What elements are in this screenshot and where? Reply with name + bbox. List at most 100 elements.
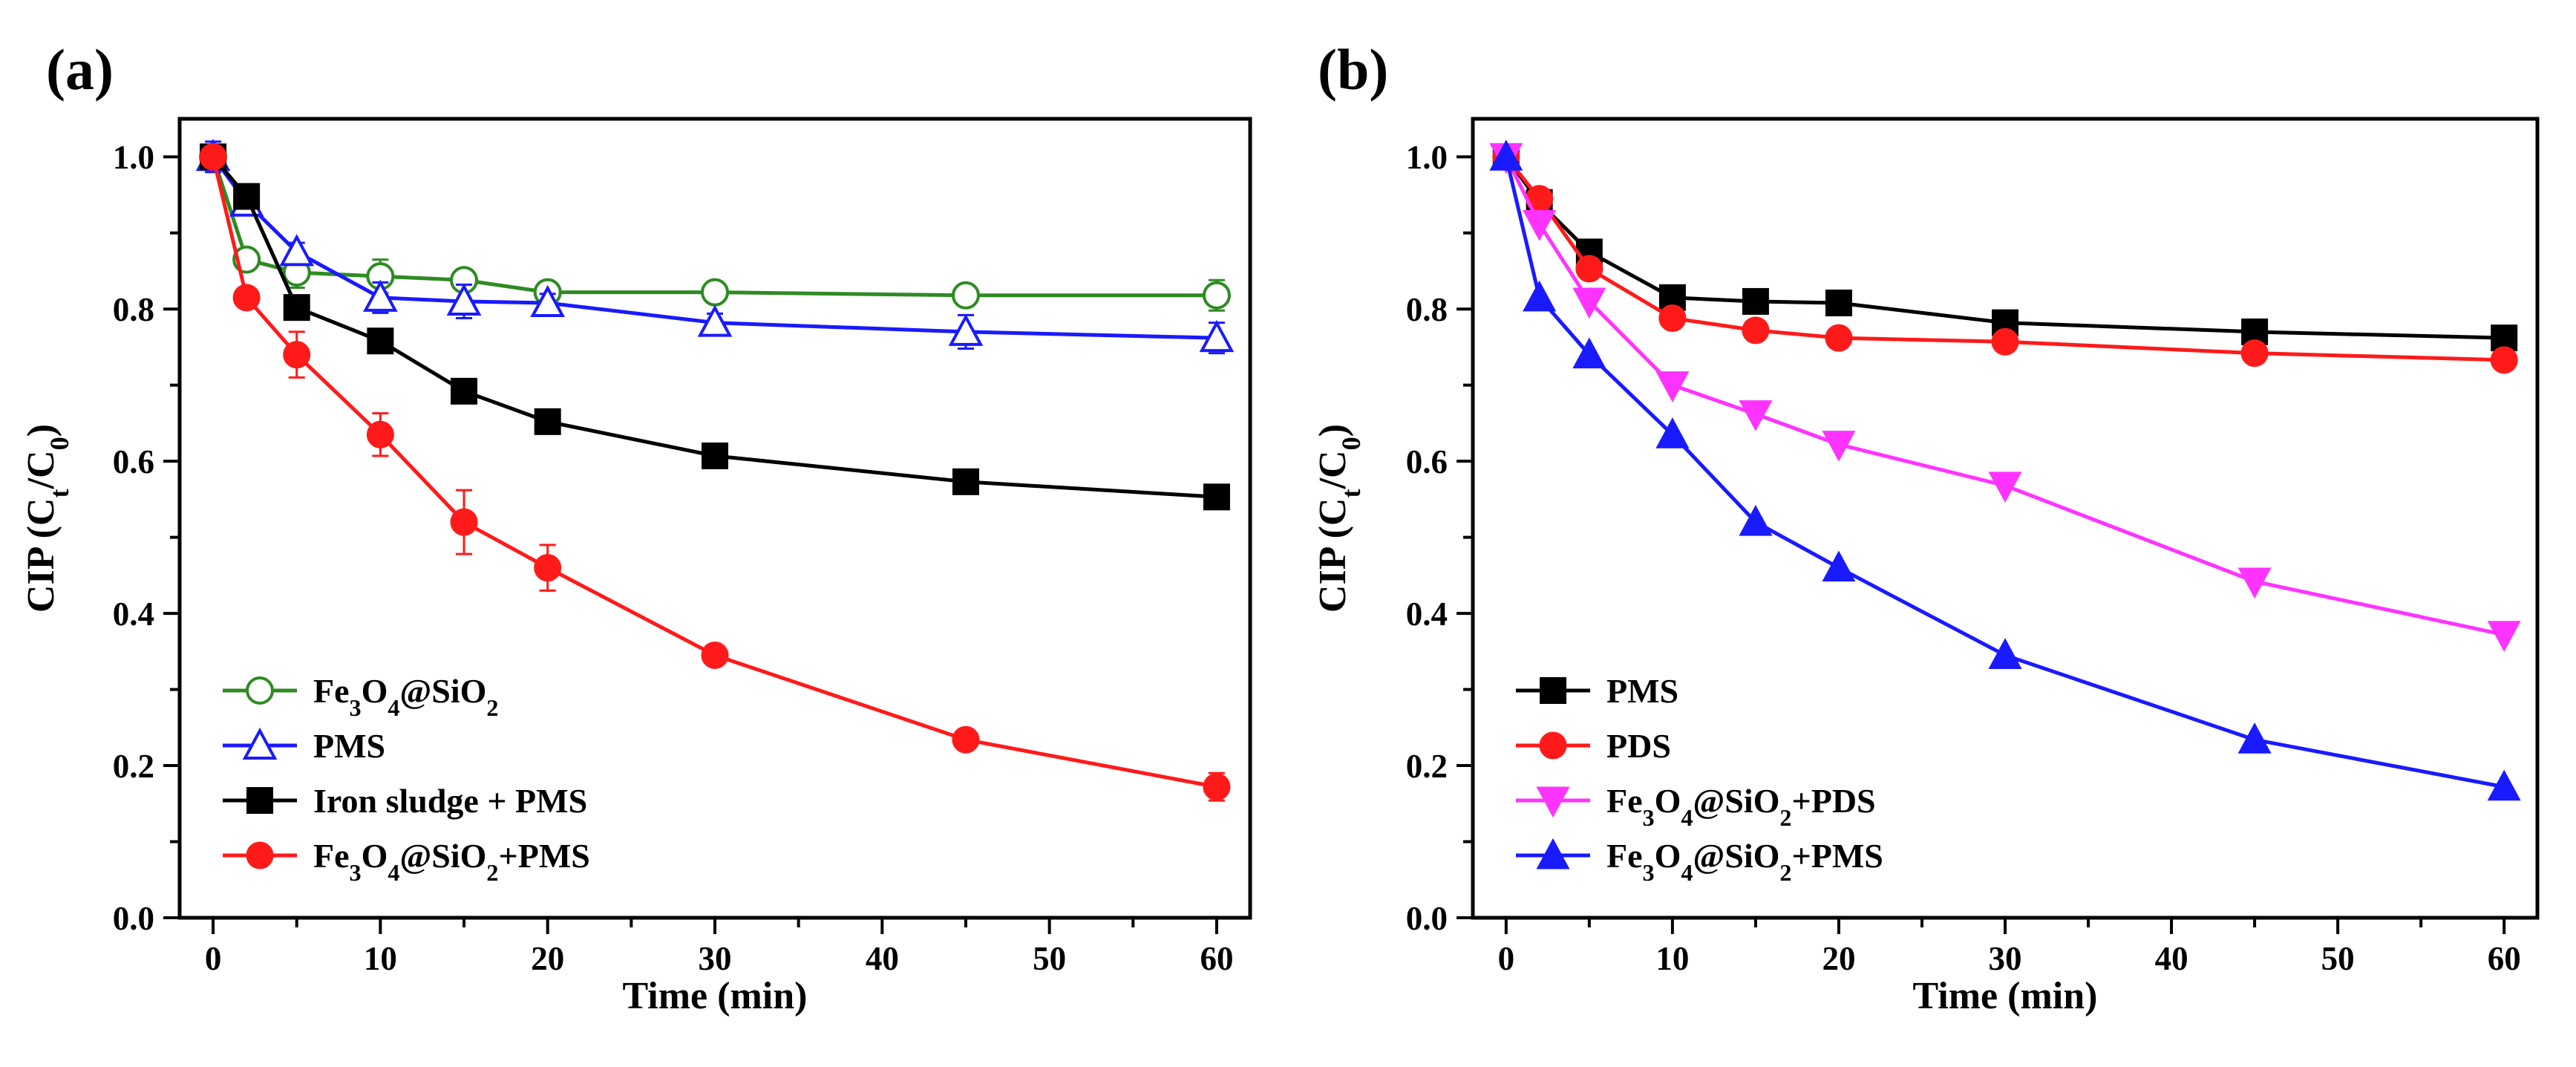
panel-a-data-point [952, 468, 979, 495]
panel-b-series-2 [1492, 143, 2518, 374]
panel-b-y-axis-title: CIP (Ct/C0) [1312, 424, 1366, 613]
panel-b-data-point [1822, 431, 1856, 462]
panel-b-data-point [1988, 638, 2022, 669]
panel-a-data-point [451, 377, 478, 405]
panel-a-y-tick-label: 0.2 [113, 748, 154, 785]
panel-a-data-point [534, 408, 561, 435]
panel-a-label: (a) [46, 37, 114, 102]
panel-a-data-point [233, 183, 261, 210]
panel-a-data-point [534, 554, 562, 582]
panel-b-legend-marker [1536, 838, 1570, 869]
panel-b-data-point [2240, 339, 2269, 368]
panel-a-legend-label: Fe3O4@SiO2 [313, 672, 499, 721]
panel-a-data-point [283, 294, 310, 322]
panel-a-x-tick-label: 40 [866, 940, 899, 977]
panel-a-legend-label: PMS [313, 727, 385, 765]
panel-b-data-point [2237, 567, 2272, 599]
panel-a-series-line [211, 156, 1217, 298]
panel-b-x-tick-label: 0 [1498, 940, 1515, 977]
panel-b-data-point [1572, 337, 1606, 369]
panel-b-x-tick-label: 30 [1989, 940, 2022, 977]
panel-a-data-point [279, 234, 315, 267]
panel-a-data-point [199, 143, 227, 171]
panel-a-x-tick-label: 60 [1200, 940, 1233, 977]
panel-b-legend-label: PDS [1606, 727, 1671, 765]
panel-b-series-1 [1492, 143, 2518, 352]
panel-b-legend-label: Fe3O4@SiO2+PMS [1606, 837, 1883, 886]
panel-a-y-axis-title: CIP (Ct/C0) [20, 424, 74, 613]
panel-b-y-tick-label: 0.4 [1406, 596, 1448, 633]
panel-b-data-point [2487, 769, 2521, 801]
panel-a-y-tick-label: 1.0 [113, 139, 154, 176]
panel-b: (b) 0 10 20 30 40 50 60 0.0 0.2 0.4 0.6 0.8 1.0 Time … [1312, 37, 2540, 1017]
panel-a: (a) 0 10 20 30 40 50 60 0.0 0.2 0.4 0.6 0.8 1.0 Time … [20, 37, 1252, 1017]
panel-b-data-point [1572, 287, 1606, 319]
panel-b-data-point [1523, 209, 1557, 241]
panel-b-data-point [1575, 255, 1604, 283]
panel-a-series-4 [199, 143, 1231, 802]
panel-b-data-point [1822, 550, 1856, 582]
panel-a-series-3 [200, 143, 1230, 511]
panel-b-data-point [1742, 287, 1769, 315]
panel-a-legend-marker [246, 787, 273, 814]
panel-b-y-tick-label: 0.0 [1406, 900, 1448, 937]
panel-b-data-point [1658, 304, 1687, 332]
panel-a-data-point [697, 304, 733, 337]
panel-b-data-point [1988, 471, 2022, 503]
panel-b-data-point [1825, 324, 1853, 352]
panel-a-data-point [948, 313, 984, 346]
panel-a-x-tick-label: 10 [364, 940, 397, 977]
panel-a-data-point [232, 284, 261, 312]
panel-a-legend-label: Iron sludge + PMS [313, 782, 587, 820]
panel-b-data-point [1739, 400, 1773, 431]
panel-a-x-tick-label: 20 [531, 940, 564, 977]
panel-b-data-point [1739, 504, 1773, 536]
panel-a-x-tick-label: 50 [1033, 940, 1066, 977]
panel-b-y-tick-label: 0.8 [1406, 291, 1448, 328]
panel-a-data-point [951, 281, 980, 310]
panel-b-data-point [1991, 327, 2019, 356]
panel-b-data-point [1825, 289, 1852, 316]
panel-b-data-point [1655, 371, 1690, 402]
panel-a-x-axis-title: Time (min) [623, 975, 808, 1017]
panel-a-y-tick-label: 0.0 [113, 900, 154, 937]
panel-b-y-tick-label: 0.6 [1406, 443, 1448, 480]
panel-a-x-tick-label: 30 [699, 940, 732, 977]
panel-b-legend-label: PMS [1606, 672, 1678, 710]
panel-a-data-point [1199, 319, 1235, 353]
panel-b-x-axis-title: Time (min) [1913, 975, 2098, 1017]
panel-a-data-point [1203, 773, 1231, 801]
panel-b-series-3 [1489, 143, 2521, 652]
panel-a-y-tick-label: 0.8 [113, 291, 154, 328]
panel-b-data-point [1489, 140, 1523, 171]
panel-a-data-point [367, 327, 394, 355]
panel-a-data-point [366, 420, 394, 448]
panel-b-data-point [1742, 316, 1770, 345]
panel-b-legend-label: Fe3O4@SiO2+PDS [1606, 782, 1876, 831]
panel-b-data-point [2487, 621, 2521, 652]
panel-a-data-point [363, 279, 398, 312]
panel-b-data-point [1523, 280, 1557, 312]
panel-b-x-tick-label: 20 [1822, 940, 1855, 977]
panel-a-legend-marker [242, 727, 278, 760]
panel-a-data-point [702, 442, 728, 469]
panel-b-y-tick-label: 1.0 [1406, 139, 1448, 176]
panel-a-legend-marker [246, 676, 274, 705]
panel-b-series-4 [1489, 140, 2521, 801]
panel-a-data-point [701, 278, 729, 307]
panel-b-x-tick-label: 60 [2488, 940, 2521, 977]
panel-b-x-tick-label: 10 [1655, 940, 1689, 977]
panel-a-data-point [450, 508, 478, 536]
panel-a-legend-label: Fe3O4@SiO2+PMS [313, 837, 590, 886]
panel-a-x-tick-label: 0 [205, 940, 222, 977]
panel-a-data-point [1203, 483, 1230, 511]
panel-a-y-tick-label: 0.4 [113, 596, 154, 633]
panel-b-series-line [1504, 156, 2505, 637]
panel-b-legend-marker [1540, 677, 1566, 704]
panel-b-data-point [2490, 346, 2518, 374]
panel-a-data-point [1202, 281, 1231, 310]
panel-a-legend-marker [246, 841, 274, 869]
panel-b-y-tick-label: 0.2 [1406, 748, 1448, 785]
